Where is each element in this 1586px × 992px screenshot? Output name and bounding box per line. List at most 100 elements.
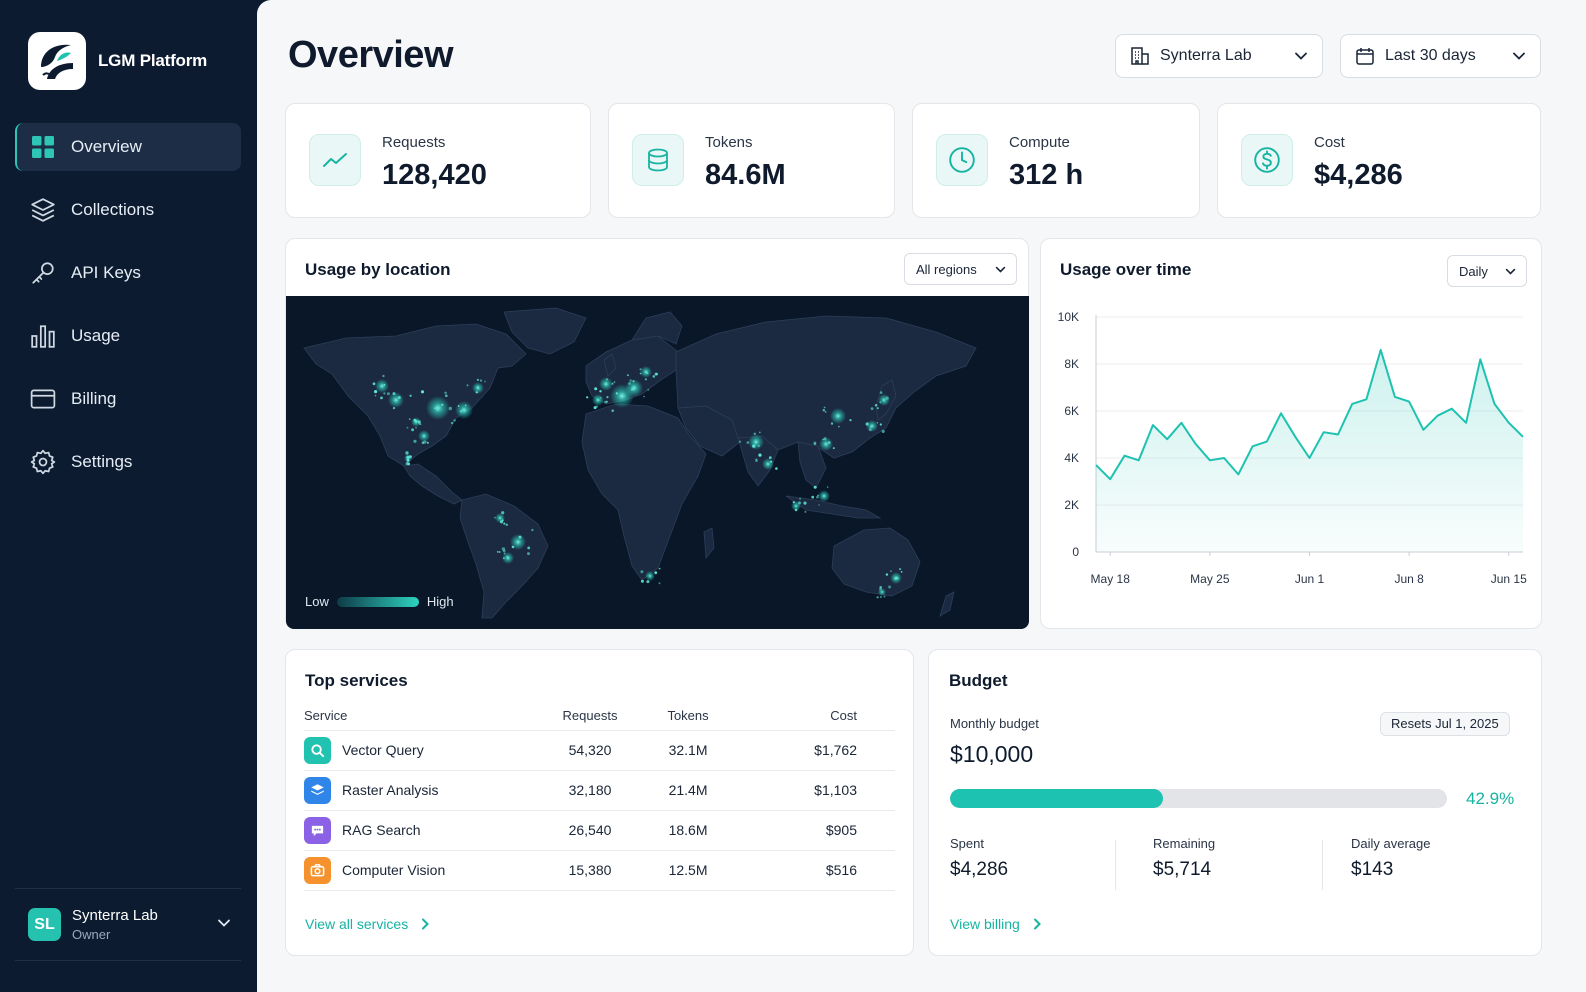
usage-point xyxy=(647,388,650,391)
sidebar-item-collections[interactable]: Collections xyxy=(15,186,241,234)
usage-point xyxy=(900,571,903,573)
service-tokens: 32.1M xyxy=(646,730,731,771)
sidebar-item-usage[interactable]: Usage xyxy=(15,312,241,360)
usage-point xyxy=(823,437,827,441)
usage-point xyxy=(423,440,427,444)
usage-point xyxy=(605,378,609,381)
usage-point xyxy=(501,511,505,515)
service-cost: $516 xyxy=(730,850,895,891)
usage-point xyxy=(518,535,522,539)
usage-point xyxy=(775,467,778,470)
chevron-down-icon xyxy=(1505,266,1516,277)
usage-point xyxy=(770,460,773,463)
view-billing-link[interactable]: View billing xyxy=(950,916,1042,932)
usage-point xyxy=(444,391,447,394)
service-name: Computer Vision xyxy=(342,862,446,878)
usage-point xyxy=(890,570,892,573)
usage-point xyxy=(885,396,889,400)
usage-hotspot xyxy=(418,430,430,442)
sidebar-item-billing[interactable]: Billing xyxy=(15,375,241,423)
usage-point xyxy=(832,447,835,450)
sidebar-item-api-keys[interactable]: API Keys xyxy=(15,249,241,297)
usage-point xyxy=(654,571,658,575)
usage-point xyxy=(865,422,869,426)
usage-point xyxy=(811,495,815,499)
usage-point xyxy=(876,407,879,410)
y-tick-label: 4K xyxy=(1064,451,1079,465)
usage-point xyxy=(426,441,429,444)
y-tick-label: 0 xyxy=(1072,545,1079,559)
usage-hotspot xyxy=(748,434,764,450)
y-tick-label: 10K xyxy=(1058,310,1079,324)
usage-point xyxy=(611,382,614,385)
usage-point xyxy=(646,372,649,375)
usage-point xyxy=(599,397,602,399)
date-range-select[interactable]: Last 30 days xyxy=(1340,34,1541,78)
interval-select[interactable]: Daily xyxy=(1447,255,1527,287)
budget-percent: 42.9% xyxy=(1466,789,1515,808)
usage-point xyxy=(824,411,827,413)
usage-point xyxy=(441,403,444,406)
table-row[interactable]: Computer Vision 15,380 12.5M $516 xyxy=(304,850,895,891)
usage-point xyxy=(652,375,656,378)
sidebar-item-settings[interactable]: Settings xyxy=(15,438,241,486)
usage-line xyxy=(1095,348,1524,481)
stat-card-requests: Requests 128,420 xyxy=(285,103,591,218)
usage-point xyxy=(883,595,886,598)
brand[interactable]: LGM Platform xyxy=(28,32,207,90)
view-all-services-link[interactable]: View all services xyxy=(305,916,430,932)
sidebar-item-label: Settings xyxy=(71,452,133,471)
service-cost: $1,762 xyxy=(730,730,895,771)
usage-point xyxy=(586,396,589,399)
sidebar-item-label: Billing xyxy=(71,389,117,408)
usage-hotspot xyxy=(510,534,526,550)
usage-hotspot xyxy=(819,437,833,451)
usage-point xyxy=(499,520,504,524)
usage-point xyxy=(611,409,614,412)
usage-point xyxy=(838,425,840,428)
service-requests: 15,380 xyxy=(534,850,647,891)
usage-point xyxy=(753,432,756,435)
usage-point xyxy=(627,374,629,377)
usage-point xyxy=(383,383,386,386)
table-row[interactable]: Raster Analysis 32,180 21.4M $1,103 xyxy=(304,770,895,811)
sidebar-nav: Overview Collections API Keys Usage Bill… xyxy=(15,123,241,501)
usage-point xyxy=(849,419,852,422)
usage-point xyxy=(613,381,616,384)
world-map[interactable]: Low High xyxy=(286,296,1029,629)
usage-point xyxy=(527,552,530,556)
user-menu[interactable]: SL Synterra Lab Owner xyxy=(15,888,241,961)
usage-by-location-card: Usage by location All regions xyxy=(285,238,1029,629)
stat-card-tokens: Tokens 84.6M xyxy=(608,103,895,218)
usage-point xyxy=(630,387,634,391)
column-header: Cost xyxy=(730,702,895,731)
credit-card-icon xyxy=(30,386,56,412)
sidebar-item-overview[interactable]: Overview xyxy=(15,123,241,171)
service-name: Vector Query xyxy=(342,742,424,758)
usage-point xyxy=(632,380,635,383)
table-row[interactable]: Vector Query 54,320 32.1M $1,762 xyxy=(304,730,895,771)
chevron-down-icon[interactable] xyxy=(217,916,231,935)
usage-point xyxy=(813,485,817,489)
table-row[interactable]: RAG Search 26,540 18.6M $905 xyxy=(304,810,895,851)
usage-point xyxy=(594,387,598,390)
x-tick-label: Jun 15 xyxy=(1491,572,1527,586)
usage-hotspot xyxy=(818,490,830,502)
region-select-value: All regions xyxy=(916,261,977,277)
chevron-down-icon xyxy=(995,264,1006,275)
usage-hotspot xyxy=(878,394,890,406)
legend-high-label: High xyxy=(426,594,454,609)
resets-badge: Resets Jul 1, 2025 xyxy=(1380,712,1510,736)
card-title: Top services xyxy=(305,671,408,690)
usage-point xyxy=(792,501,795,504)
usage-point xyxy=(868,428,872,432)
grid-icon xyxy=(30,134,56,160)
usage-point xyxy=(436,409,439,412)
usage-point xyxy=(757,444,760,448)
region-select[interactable]: All regions xyxy=(904,253,1017,285)
spent-value: $4,286 xyxy=(950,859,1009,880)
usage-hotspot xyxy=(625,379,643,397)
sidebar-item-label: Usage xyxy=(71,326,121,345)
usage-hotspot xyxy=(426,396,450,420)
org-select[interactable]: Synterra Lab xyxy=(1115,34,1323,78)
